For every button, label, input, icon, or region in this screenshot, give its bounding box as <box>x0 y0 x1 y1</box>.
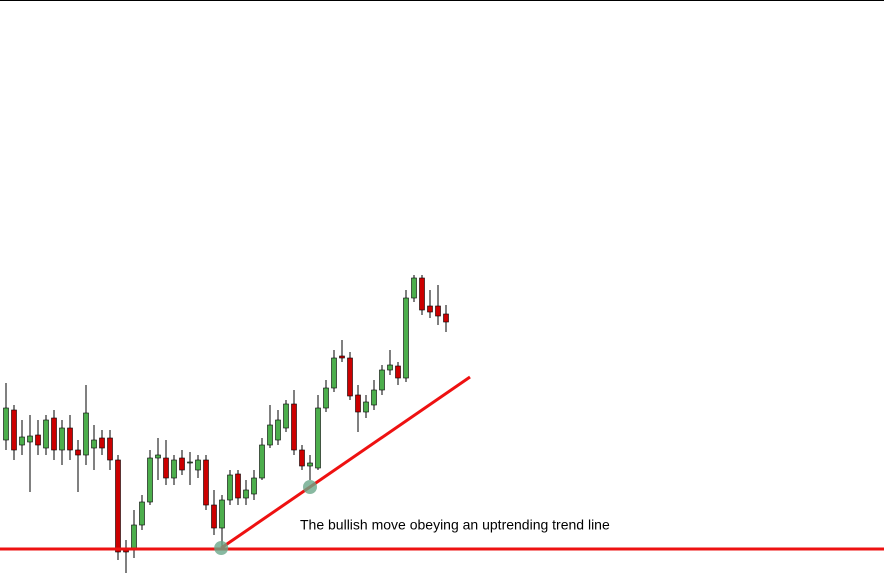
candle-body <box>163 457 169 479</box>
candle-body <box>227 474 233 501</box>
candle-body <box>403 297 409 379</box>
candle-body <box>259 444 265 479</box>
candle-body <box>115 459 121 553</box>
candle-body <box>275 419 281 441</box>
candle-body <box>211 504 217 529</box>
candle-body <box>139 501 145 526</box>
candle-body <box>59 427 65 451</box>
candle-body <box>307 462 313 467</box>
candle-body <box>51 417 57 451</box>
candle-body <box>419 277 425 311</box>
candle-body <box>203 459 209 506</box>
candle-body <box>299 449 305 467</box>
trend-line <box>220 375 471 550</box>
candle-body <box>251 477 257 495</box>
candle-body <box>283 403 289 429</box>
candle-body <box>267 424 273 446</box>
candle-body <box>147 457 153 503</box>
candle-body <box>179 457 185 471</box>
candle-body <box>27 435 33 443</box>
candle-body <box>75 449 81 456</box>
candle-body <box>315 407 321 469</box>
candle-body <box>171 459 177 479</box>
candle-body <box>355 394 361 413</box>
candle-body <box>219 499 225 529</box>
candle-body <box>243 489 249 499</box>
candle-body <box>435 305 441 317</box>
candle-body <box>99 437 105 449</box>
candle-body <box>3 407 9 441</box>
touch-point <box>303 480 317 494</box>
candle-body <box>19 436 25 446</box>
candle-body <box>347 357 353 397</box>
candle-body <box>43 419 49 449</box>
candle-body <box>291 403 297 451</box>
candle-body <box>11 409 17 451</box>
candle-body <box>379 369 385 391</box>
candle-body <box>411 277 417 299</box>
candle-body <box>387 364 393 371</box>
candle-body <box>363 401 369 413</box>
candle-body <box>443 313 449 323</box>
candle-body <box>131 524 137 551</box>
candle-body <box>395 365 401 379</box>
candle-body <box>331 357 337 389</box>
candle-body <box>107 437 113 461</box>
candle-body <box>187 461 193 464</box>
candle-body <box>235 473 241 499</box>
candle-body <box>427 305 433 313</box>
candle-body <box>83 412 89 456</box>
candle-body <box>35 434 41 446</box>
annotation: The bullish move obeying an uptrending t… <box>300 517 610 533</box>
plot-area <box>0 275 884 573</box>
candle-body <box>67 427 73 451</box>
candle-body <box>91 439 97 449</box>
touch-point <box>214 541 229 555</box>
candle-body <box>195 459 201 471</box>
candle-body <box>323 387 329 409</box>
candle-body <box>155 454 161 459</box>
candle-body <box>339 355 345 359</box>
candle-body <box>371 389 377 406</box>
